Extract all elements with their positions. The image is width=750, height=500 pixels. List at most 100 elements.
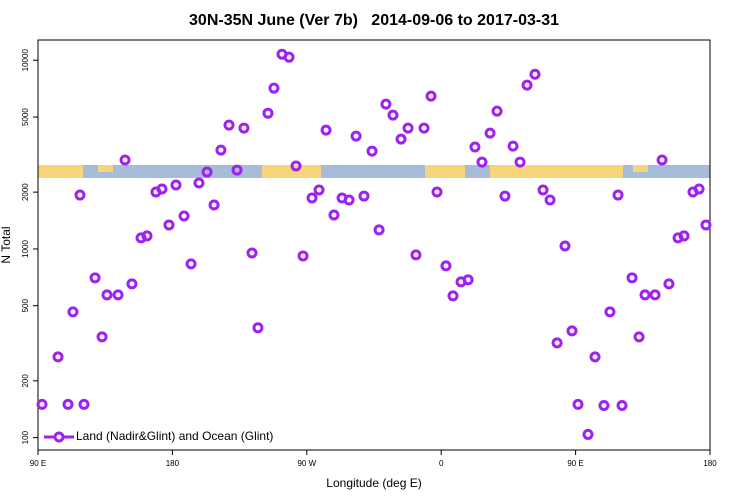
y-tick-label: 500 [21,299,30,313]
data-point [373,224,385,236]
data-point [440,260,452,272]
data-point [350,130,362,142]
data-point [598,400,610,412]
data-point [649,289,661,301]
data-point [223,119,235,131]
data-point [268,82,280,94]
data-point [507,140,519,152]
data-point [693,183,705,195]
land-band [262,165,321,178]
data-point [297,250,309,262]
data-point [656,154,668,166]
x-tick-label: 90 W [297,459,316,468]
data-point [521,79,533,91]
data-point [380,98,392,110]
data-point [178,210,190,222]
data-point [551,337,563,349]
data-point [141,230,153,242]
land-band [633,165,648,172]
data-point [544,194,556,206]
data-point [639,289,651,301]
data-point [604,306,616,318]
legend-label: Land (Nadir&Glint) and Ocean (Glint) [76,429,273,443]
data-point [402,122,414,134]
data-point [678,230,690,242]
data-point [476,156,488,168]
data-point [612,189,624,201]
y-axis-label: N Total [0,226,13,263]
land-band [425,165,465,178]
data-point [395,133,407,145]
land-band [490,165,623,178]
data-point [126,278,138,290]
x-tick-label: 180 [166,459,180,468]
data-point [537,184,549,196]
data-point [67,306,79,318]
data-point [410,249,422,261]
data-point [589,351,601,363]
data-point [156,183,168,195]
land-band [38,165,83,178]
x-tick-label: 0 [439,459,444,468]
data-point [700,219,712,231]
data-point [74,189,86,201]
land-band [98,165,113,172]
x-tick-label: 90 E [30,459,46,468]
data-point [62,398,74,410]
data-point [559,240,571,252]
data-point [208,199,220,211]
data-point [262,107,274,119]
data-point [529,68,541,80]
data-point [582,428,594,440]
data-point [431,186,443,198]
data-point [616,400,628,412]
data-point [418,122,430,134]
data-point [358,190,370,202]
y-tick-label: 10000 [21,49,30,72]
chart-title: 30N-35N June (Ver 7b) 2014-09-06 to 2017… [189,12,559,29]
data-point [447,290,459,302]
data-point [36,398,48,410]
data-point [313,184,325,196]
data-point [290,160,302,172]
plot-frame [37,39,711,451]
land-ocean-strip [38,165,710,178]
legend-marker [53,431,65,443]
data-point [283,51,295,63]
data-point [89,272,101,284]
data-point [201,166,213,178]
x-tick-label: 90 E [567,459,583,468]
data-point [328,209,340,221]
data-point [101,289,113,301]
y-tick-label: 5000 [21,108,30,126]
data-point [320,124,332,136]
y-tick-label: 1000 [21,239,30,257]
data-point [163,219,175,231]
data-point [252,322,264,334]
data-point [231,164,243,176]
data-point [306,192,318,204]
data-point [119,154,131,166]
data-point [663,278,675,290]
data-point [52,351,64,363]
data-point [238,122,250,134]
x-axis-label: Longitude (deg E) [326,476,421,490]
data-point [566,325,578,337]
data-point [626,272,638,284]
data-point [462,274,474,286]
data-point [96,331,108,343]
data-point [366,145,378,157]
data-point [633,331,645,343]
data-point [499,190,511,202]
data-point [387,109,399,121]
data-point [469,141,481,153]
y-tick-label: 2000 [21,183,30,201]
data-point [215,144,227,156]
data-point [185,258,197,270]
data-point [170,179,182,191]
data-point [343,194,355,206]
data-point [491,105,503,117]
x-tick-label: 180 [703,459,717,468]
data-point [514,156,526,168]
